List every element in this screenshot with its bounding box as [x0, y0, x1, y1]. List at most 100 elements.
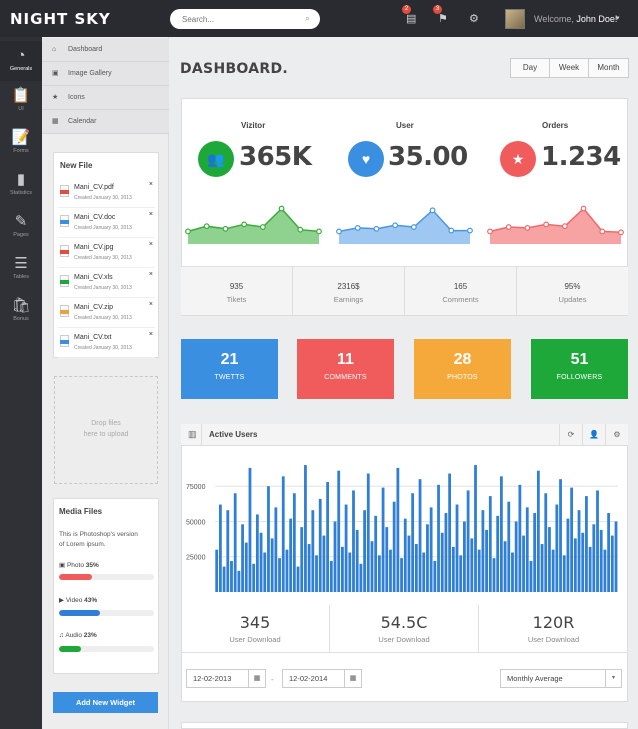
dropzone[interactable]: Drop files here to upload — [54, 376, 158, 484]
bar — [304, 465, 307, 592]
audio-icon: ♫ — [59, 632, 64, 639]
file-row[interactable]: Mani_CV.jpg Created January 30, 2013 × — [58, 238, 155, 268]
file-row[interactable]: Mani_CV.txt Created January 30, 2013 × — [58, 328, 155, 358]
media-photo-label: ▣ Photo 35% — [59, 561, 99, 569]
nav-label: Pages — [13, 232, 29, 238]
download-label: User Download — [378, 635, 430, 644]
y-tick-label: 25000 — [186, 555, 206, 562]
clipboard-icon: 📋 — [11, 87, 31, 104]
bar — [248, 467, 252, 592]
bar — [444, 513, 448, 592]
close-icon[interactable]: × — [148, 181, 153, 188]
bar — [529, 560, 533, 592]
avatar[interactable] — [505, 9, 525, 29]
media-pct: 23% — [83, 632, 97, 639]
submenu-item-dashboard[interactable]: ⌂ Dashboard — [42, 38, 169, 62]
welcome-text[interactable]: Welcome, John Doe! — [534, 14, 617, 24]
media-pct: 35% — [85, 562, 99, 569]
bar — [559, 479, 562, 592]
calendar-icon[interactable]: ▦ — [344, 670, 361, 687]
nav-item-forms[interactable]: 📝 Forms — [0, 123, 42, 163]
nav-item-ui[interactable]: 📋 UI — [0, 81, 42, 121]
submenu-item-image-gallery[interactable]: ▣ Image Gallery — [42, 62, 169, 86]
file-icon — [60, 275, 69, 287]
refresh-icon[interactable]: ⟳ — [559, 424, 582, 446]
bar — [496, 515, 500, 592]
add-widget-button[interactable]: Add New Widget — [53, 692, 158, 713]
sparkline-point — [336, 228, 342, 235]
range-week-button[interactable]: Week — [550, 59, 589, 77]
close-icon[interactable]: × — [148, 271, 153, 278]
calendar-icon[interactable]: ▦ — [248, 670, 265, 687]
summary-tikets: 935 Tikets — [181, 267, 293, 315]
close-icon[interactable]: × — [148, 211, 153, 218]
submenu-item-icons[interactable]: ★ Icons — [42, 86, 169, 110]
bar — [585, 496, 588, 592]
bar — [481, 510, 485, 592]
settings-gear-icon[interactable]: ⚙ — [469, 13, 479, 25]
settings-icon[interactable]: ⚙ — [605, 424, 628, 446]
date-to-input[interactable]: 12-02-2014 ▦ — [282, 669, 362, 688]
bar — [300, 527, 304, 592]
sparkline-point — [410, 224, 417, 230]
video-icon: ▶ — [59, 597, 64, 604]
app-logo[interactable]: NIGHT SKY — [10, 10, 111, 28]
nav-item-bonus[interactable]: 🛍 Bonus — [0, 291, 42, 331]
left-nav: ◔ Generals 📋 UI 📝 Forms ▮ Statistics ✎ P… — [0, 37, 42, 729]
pages-icon: ✎ — [14, 213, 28, 230]
file-row[interactable]: Mani_CV.zip Created January 30, 2013 × — [58, 298, 155, 328]
tile-followers[interactable]: 51 FOLLOWERS — [531, 339, 628, 399]
bar — [533, 513, 537, 592]
file-row[interactable]: Mani_CV.doc Created January 30, 2013 × — [58, 208, 155, 238]
media-pct: 43% — [84, 597, 98, 604]
close-icon[interactable]: × — [148, 301, 153, 308]
messages-icon[interactable]: ▤ — [406, 13, 417, 25]
nav-item-tables[interactable]: ☰ Tables — [0, 249, 42, 289]
nav-item-pages[interactable]: ✎ Pages — [0, 207, 42, 247]
photo-icon: ▣ — [59, 562, 66, 569]
tile-twetts[interactable]: 21 TWETTS — [181, 339, 278, 399]
tile-label: COMMENTS — [324, 374, 367, 381]
nav-item-statistics[interactable]: ▮ Statistics — [0, 165, 42, 205]
flag-icon[interactable]: ⚑ — [438, 13, 448, 25]
bar — [536, 470, 540, 592]
submenu-item-calendar[interactable]: ▦ Calendar — [42, 110, 169, 134]
date-from-input[interactable]: 12-02-2013 ▦ — [186, 669, 266, 688]
range-month-button[interactable]: Month — [597, 63, 620, 72]
range-day-button[interactable]: Day — [511, 59, 550, 77]
bar — [614, 521, 618, 592]
search-input[interactable] — [170, 9, 290, 30]
file-row[interactable]: Mani_CV.xls Created January 30, 2013 × — [58, 268, 155, 298]
bar — [333, 521, 337, 592]
file-date: Created January 30, 2013 — [74, 255, 132, 261]
stat-label-user: User — [396, 121, 414, 130]
bar — [599, 529, 603, 592]
nav-item-generals[interactable]: ◔ Generals — [0, 41, 42, 81]
close-icon[interactable]: × — [148, 241, 153, 248]
tile-comments[interactable]: 11 COMMENTS — [297, 339, 394, 399]
chevron-down-icon[interactable]: ▾ — [616, 15, 620, 22]
bar — [363, 510, 366, 592]
file-row[interactable]: Mani_CV.pdf Created January 30, 2013 × — [58, 178, 155, 208]
bar — [326, 481, 330, 592]
heart-icon: ♥ — [348, 141, 384, 177]
bar — [307, 544, 311, 592]
average-value: Monthly Average — [507, 674, 563, 683]
media-video-label: ▶ Video 43% — [59, 596, 97, 604]
bar — [215, 549, 219, 592]
search-box[interactable]: ⌕ — [170, 9, 320, 30]
new-file-title: New File — [60, 161, 93, 170]
stat-value-vizitor: 365K — [239, 142, 312, 172]
average-select[interactable]: Monthly Average ▾ — [500, 669, 622, 688]
bar — [341, 546, 344, 592]
user-icon[interactable]: 👤 — [582, 424, 605, 446]
summary-value: 2316$ — [337, 282, 360, 291]
close-icon[interactable]: × — [148, 331, 153, 338]
search-icon[interactable]: ⌕ — [304, 13, 310, 23]
sparkline-area — [490, 208, 621, 244]
tile-photos[interactable]: 28 PHOTOS — [414, 339, 511, 399]
bar — [448, 473, 452, 592]
sparkline-line — [338, 209, 470, 233]
bar — [396, 467, 400, 592]
sparkline-point — [203, 223, 210, 230]
